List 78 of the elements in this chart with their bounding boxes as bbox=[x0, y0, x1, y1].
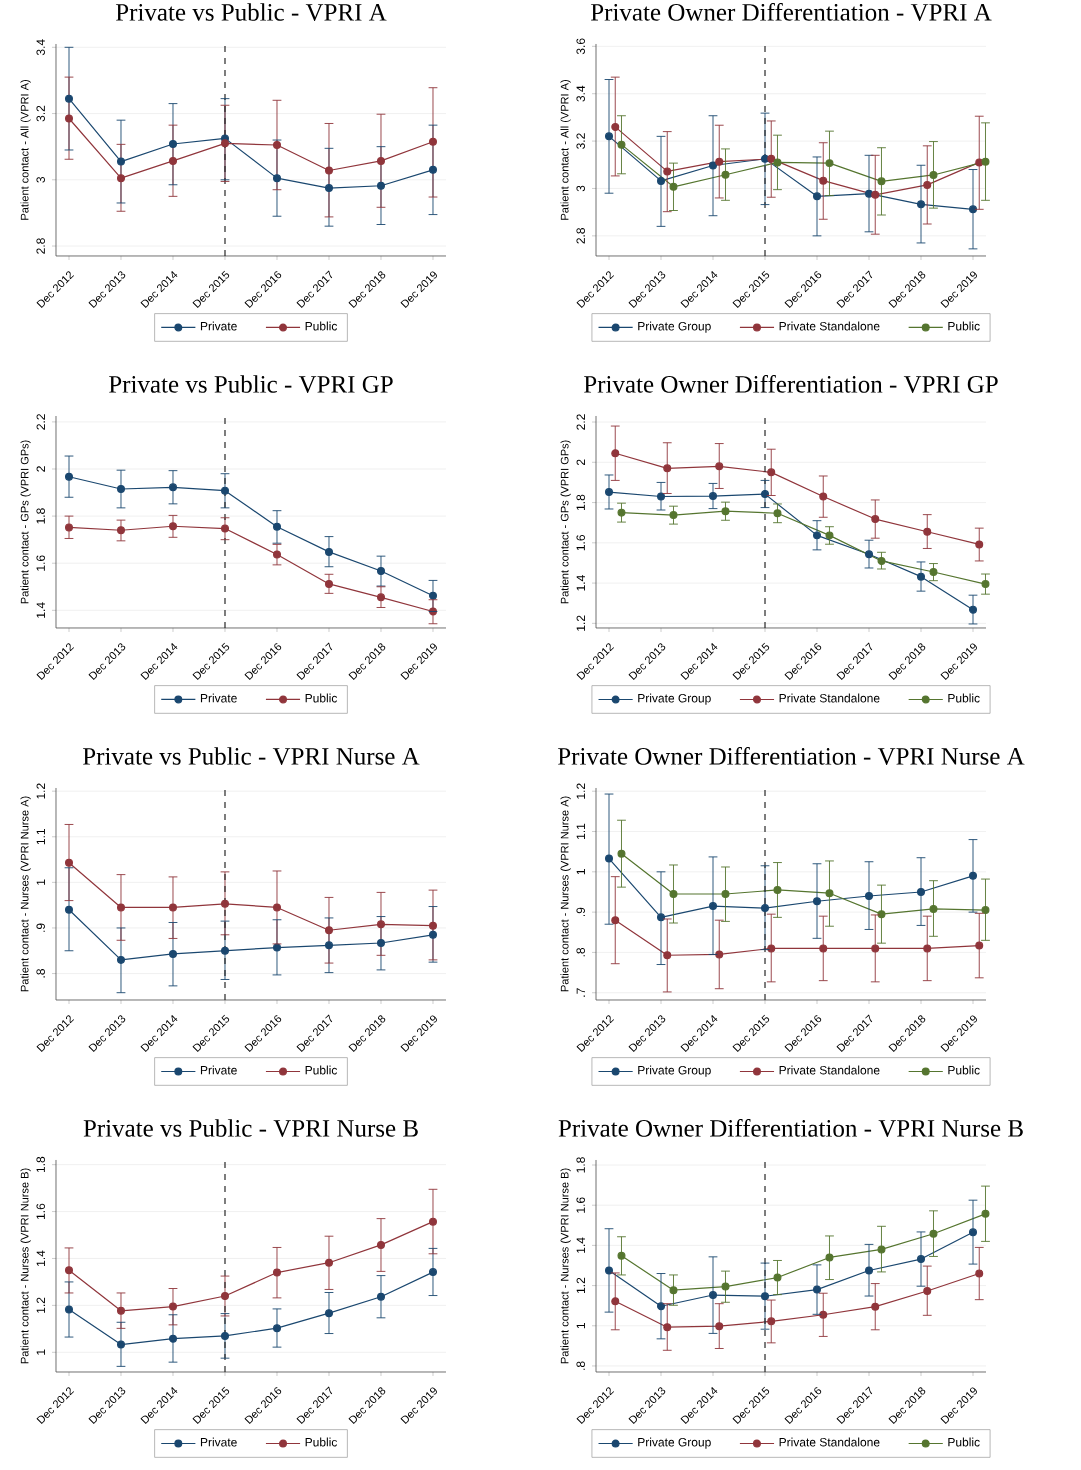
y-axis-title: Patient contact - GPs (VPRI GPs) bbox=[20, 440, 31, 604]
y-tick-label: .8 bbox=[576, 947, 585, 957]
legend-label: Private Standalone bbox=[779, 1437, 880, 1447]
legend-label: Private Standalone bbox=[779, 693, 880, 703]
y-tick-label: 3.4 bbox=[36, 39, 45, 56]
y-tick-label: 3.2 bbox=[576, 133, 585, 149]
chart-title: Private vs Public - VPRI Nurse B bbox=[83, 1119, 418, 1137]
y-tick-label: 1.8 bbox=[36, 508, 45, 524]
legend-label: Private Group bbox=[638, 321, 711, 333]
y-tick-label: 3.6 bbox=[576, 38, 585, 55]
y-axis-title: Patient contact - All (VPRI A) bbox=[20, 80, 31, 220]
y-tick-label: .7 bbox=[576, 988, 585, 997]
legend-label: Public bbox=[948, 321, 980, 331]
y-tick-label: 2.8 bbox=[576, 228, 585, 244]
y-tick-label: 2.8 bbox=[36, 238, 45, 254]
y-tick-label: 1.2 bbox=[576, 783, 585, 799]
y-tick-label: 1.6 bbox=[36, 555, 45, 571]
chart-title: Private Owner Differentiation - VPRI A bbox=[590, 2, 992, 21]
y-tick-label: .9 bbox=[576, 907, 585, 917]
y-tick-label: 3 bbox=[36, 176, 45, 183]
y-tick-label: 1.2 bbox=[36, 1297, 45, 1313]
y-tick-label: 2.2 bbox=[36, 414, 45, 430]
legend-label: Private Standalone bbox=[779, 321, 880, 331]
y-axis-title: Patient contact - GPs (VPRI GPs) bbox=[560, 440, 571, 604]
y-tick-label: 1 bbox=[36, 879, 45, 885]
chart-title: Private Owner Differentiation - VPRI Nurse B bbox=[558, 1118, 1023, 1137]
chart-title: Private Owner Differentiation - VPRI GP bbox=[584, 374, 998, 393]
y-tick-label: 1.2 bbox=[576, 615, 585, 631]
y-tick-label: 3 bbox=[576, 185, 585, 192]
legend-label: Public bbox=[948, 693, 980, 703]
legend-label: Public bbox=[305, 1065, 338, 1075]
chart-title: Private vs Public - VPRI Nurse A bbox=[82, 747, 420, 765]
y-axis-title: Patient contact - All (VPRI A) bbox=[560, 80, 571, 220]
y-tick-label: 2.2 bbox=[576, 414, 585, 430]
legend-label: Private bbox=[200, 693, 237, 703]
chart-title: Private Owner Differentiation - VPRI Nurse A bbox=[557, 746, 1025, 765]
y-tick-label: 1 bbox=[576, 1323, 585, 1329]
y-tick-label: 1.6 bbox=[36, 1203, 45, 1220]
y-tick-label: 1.8 bbox=[576, 1157, 585, 1173]
y-tick-label: .8 bbox=[576, 1361, 585, 1370]
y-tick-label: 1.1 bbox=[36, 829, 45, 845]
chart-title: Private vs Public - VPRI GP bbox=[109, 375, 393, 393]
y-tick-label: 1.4 bbox=[36, 602, 45, 618]
y-tick-label: 1.4 bbox=[36, 1250, 45, 1266]
y-tick-label: 2 bbox=[576, 459, 585, 466]
legend-label: Public bbox=[948, 1437, 980, 1447]
legend-label: Private bbox=[200, 1065, 237, 1075]
y-tick-label: 1.4 bbox=[576, 1237, 585, 1253]
legend-label: Private Group bbox=[638, 693, 711, 705]
y-tick-label: 1.6 bbox=[576, 1197, 585, 1213]
legend-label: Private bbox=[200, 321, 237, 331]
y-tick-label: 1.4 bbox=[576, 575, 585, 591]
y-axis-title: Patient contact - Nurses (VPRI Nurse B) bbox=[20, 1168, 31, 1364]
y-tick-label: 1.1 bbox=[576, 823, 585, 839]
y-tick-label: 1.6 bbox=[576, 535, 585, 551]
legend-label: Public bbox=[305, 321, 338, 331]
legend-label: Public bbox=[948, 1065, 980, 1075]
legend-label: Public bbox=[305, 693, 338, 703]
legend-label: Private bbox=[200, 1437, 237, 1447]
y-tick-label: 1.8 bbox=[576, 494, 585, 510]
legend-label: Private Group bbox=[638, 1065, 711, 1077]
y-axis-title: Patient contact - Nurses (VPRI Nurse A) bbox=[20, 796, 31, 992]
y-tick-label: 2 bbox=[36, 466, 45, 472]
y-tick-label: 3.2 bbox=[36, 105, 45, 122]
y-tick-label: 1.2 bbox=[576, 1277, 585, 1294]
y-tick-label: .8 bbox=[36, 969, 45, 978]
y-tick-label: 1.8 bbox=[36, 1156, 45, 1173]
legend-label: Public bbox=[305, 1437, 338, 1447]
y-tick-label: .9 bbox=[36, 923, 45, 932]
y-tick-label: 1 bbox=[36, 1349, 45, 1355]
chart-title: Private vs Public - VPRI A bbox=[115, 3, 387, 21]
legend-label: Private Standalone bbox=[779, 1065, 880, 1075]
y-axis-title: Patient contact - Nurses (VPRI Nurse B) bbox=[560, 1168, 571, 1364]
y-axis-title: Patient contact - Nurses (VPRI Nurse A) bbox=[560, 796, 571, 992]
y-tick-label: 1.2 bbox=[36, 783, 45, 799]
y-tick-label: 3.4 bbox=[576, 85, 585, 102]
legend-label: Private Group bbox=[638, 1437, 711, 1449]
y-tick-label: 1 bbox=[576, 869, 585, 875]
